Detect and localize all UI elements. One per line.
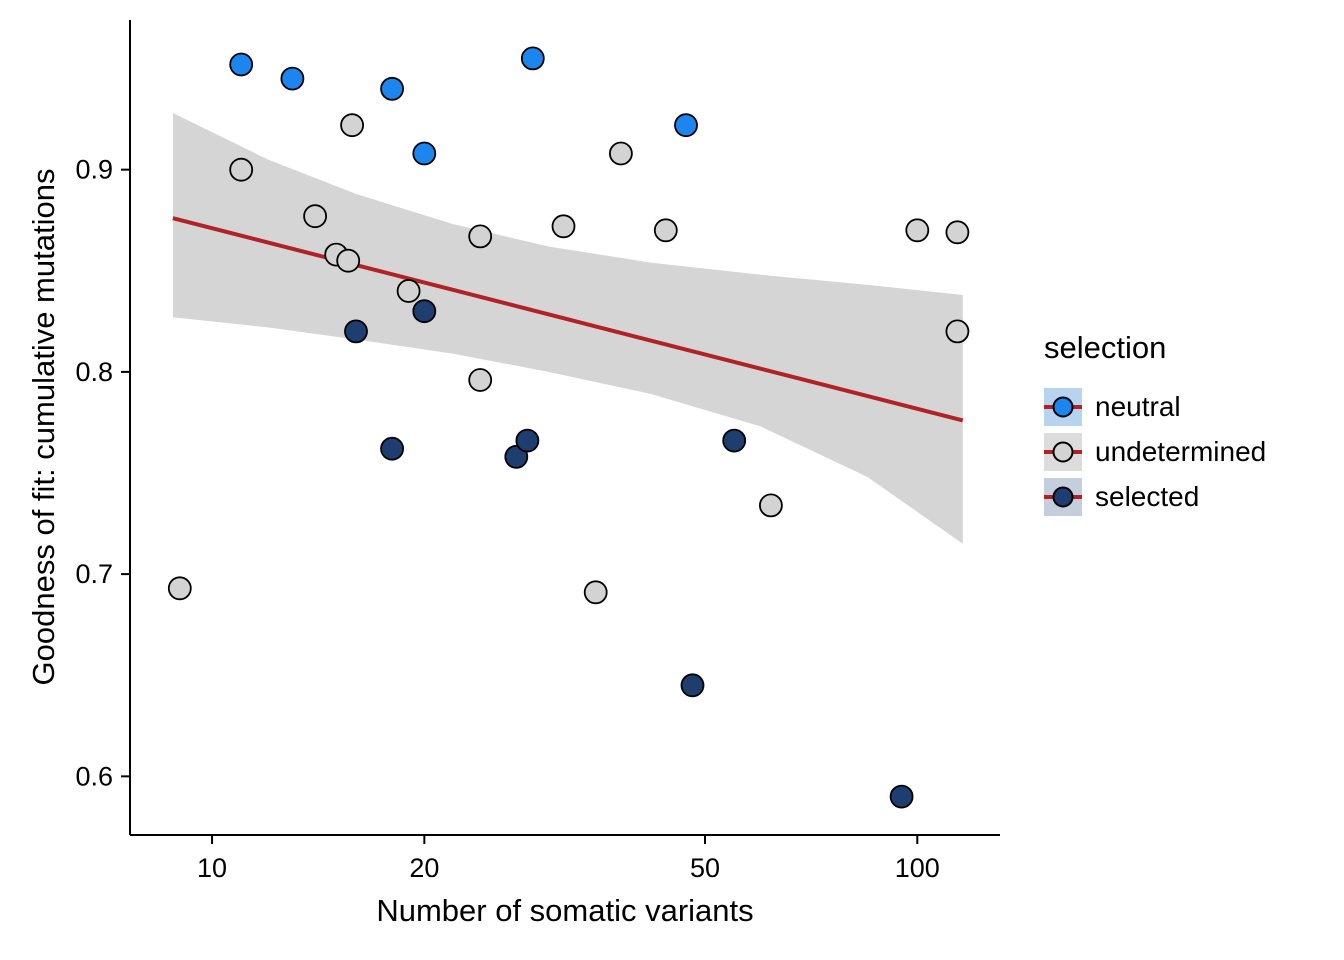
tick-marks bbox=[121, 168, 919, 844]
legend-label-undetermined: undetermined bbox=[1095, 435, 1267, 467]
data-point bbox=[167, 576, 192, 601]
data-point bbox=[412, 141, 437, 166]
data-point bbox=[504, 444, 529, 469]
data-point bbox=[520, 46, 545, 71]
data-point bbox=[722, 428, 747, 453]
data-point bbox=[396, 279, 421, 303]
legend-key-selected bbox=[1044, 477, 1082, 516]
legend-key-point-icon bbox=[1052, 486, 1074, 507]
data-point bbox=[759, 493, 783, 518]
svg-text:0.7: 0.7 bbox=[75, 559, 113, 589]
svg-text:100: 100 bbox=[895, 853, 940, 883]
svg-text:0.9: 0.9 bbox=[75, 155, 113, 185]
data-point bbox=[945, 319, 970, 344]
y-axis-title: Goodness of fit: cumulative mutations bbox=[26, 168, 61, 686]
legend-label-neutral: neutral bbox=[1095, 390, 1181, 422]
data-point bbox=[229, 157, 254, 182]
data-point bbox=[609, 141, 633, 166]
data-point bbox=[889, 784, 914, 809]
data-point bbox=[380, 76, 405, 101]
data-point bbox=[468, 224, 493, 249]
data-point bbox=[344, 319, 368, 344]
series-undetermined bbox=[167, 113, 970, 605]
legend-item-neutral: neutral bbox=[1044, 384, 1266, 429]
data-point bbox=[551, 214, 576, 239]
legend-key-neutral bbox=[1044, 387, 1082, 426]
legend-item-undetermined: undetermined bbox=[1044, 429, 1266, 474]
data-point bbox=[412, 299, 437, 324]
legend-title: selection bbox=[1044, 330, 1167, 365]
x-axis-title: Number of somatic variants bbox=[376, 893, 754, 928]
legend: selection neutral undetermined selected bbox=[1044, 330, 1266, 519]
svg-text:10: 10 bbox=[197, 853, 227, 883]
data-point bbox=[336, 248, 361, 273]
svg-text:20: 20 bbox=[409, 853, 439, 883]
regression-line bbox=[172, 216, 964, 423]
data-point bbox=[945, 220, 970, 245]
tick-labels: 10 20 50 100 0.6 0.7 0.8 0.9 bbox=[75, 155, 939, 883]
svg-text:0.6: 0.6 bbox=[75, 761, 113, 791]
legend-key-point-icon bbox=[1052, 396, 1074, 417]
svg-text:0.8: 0.8 bbox=[75, 357, 113, 387]
data-point bbox=[468, 368, 493, 392]
data-point bbox=[280, 66, 305, 91]
legend-key-point-icon bbox=[1052, 441, 1074, 462]
legend-item-selected: selected bbox=[1044, 474, 1266, 519]
data-point bbox=[229, 52, 254, 77]
series-selected bbox=[344, 299, 914, 809]
svg-text:50: 50 bbox=[690, 853, 720, 883]
series-neutral bbox=[229, 46, 698, 166]
axes bbox=[129, 20, 1000, 836]
confidence-band bbox=[172, 113, 963, 544]
data-point bbox=[653, 218, 678, 243]
data-point bbox=[674, 113, 698, 138]
data-point bbox=[380, 436, 405, 461]
data-point bbox=[515, 428, 540, 453]
data-point bbox=[303, 204, 328, 229]
legend-key-undetermined bbox=[1044, 432, 1082, 471]
data-point bbox=[340, 113, 365, 138]
data-point bbox=[583, 580, 608, 605]
data-point bbox=[905, 218, 930, 243]
data-point bbox=[680, 673, 705, 698]
legend-label-selected: selected bbox=[1095, 480, 1200, 512]
